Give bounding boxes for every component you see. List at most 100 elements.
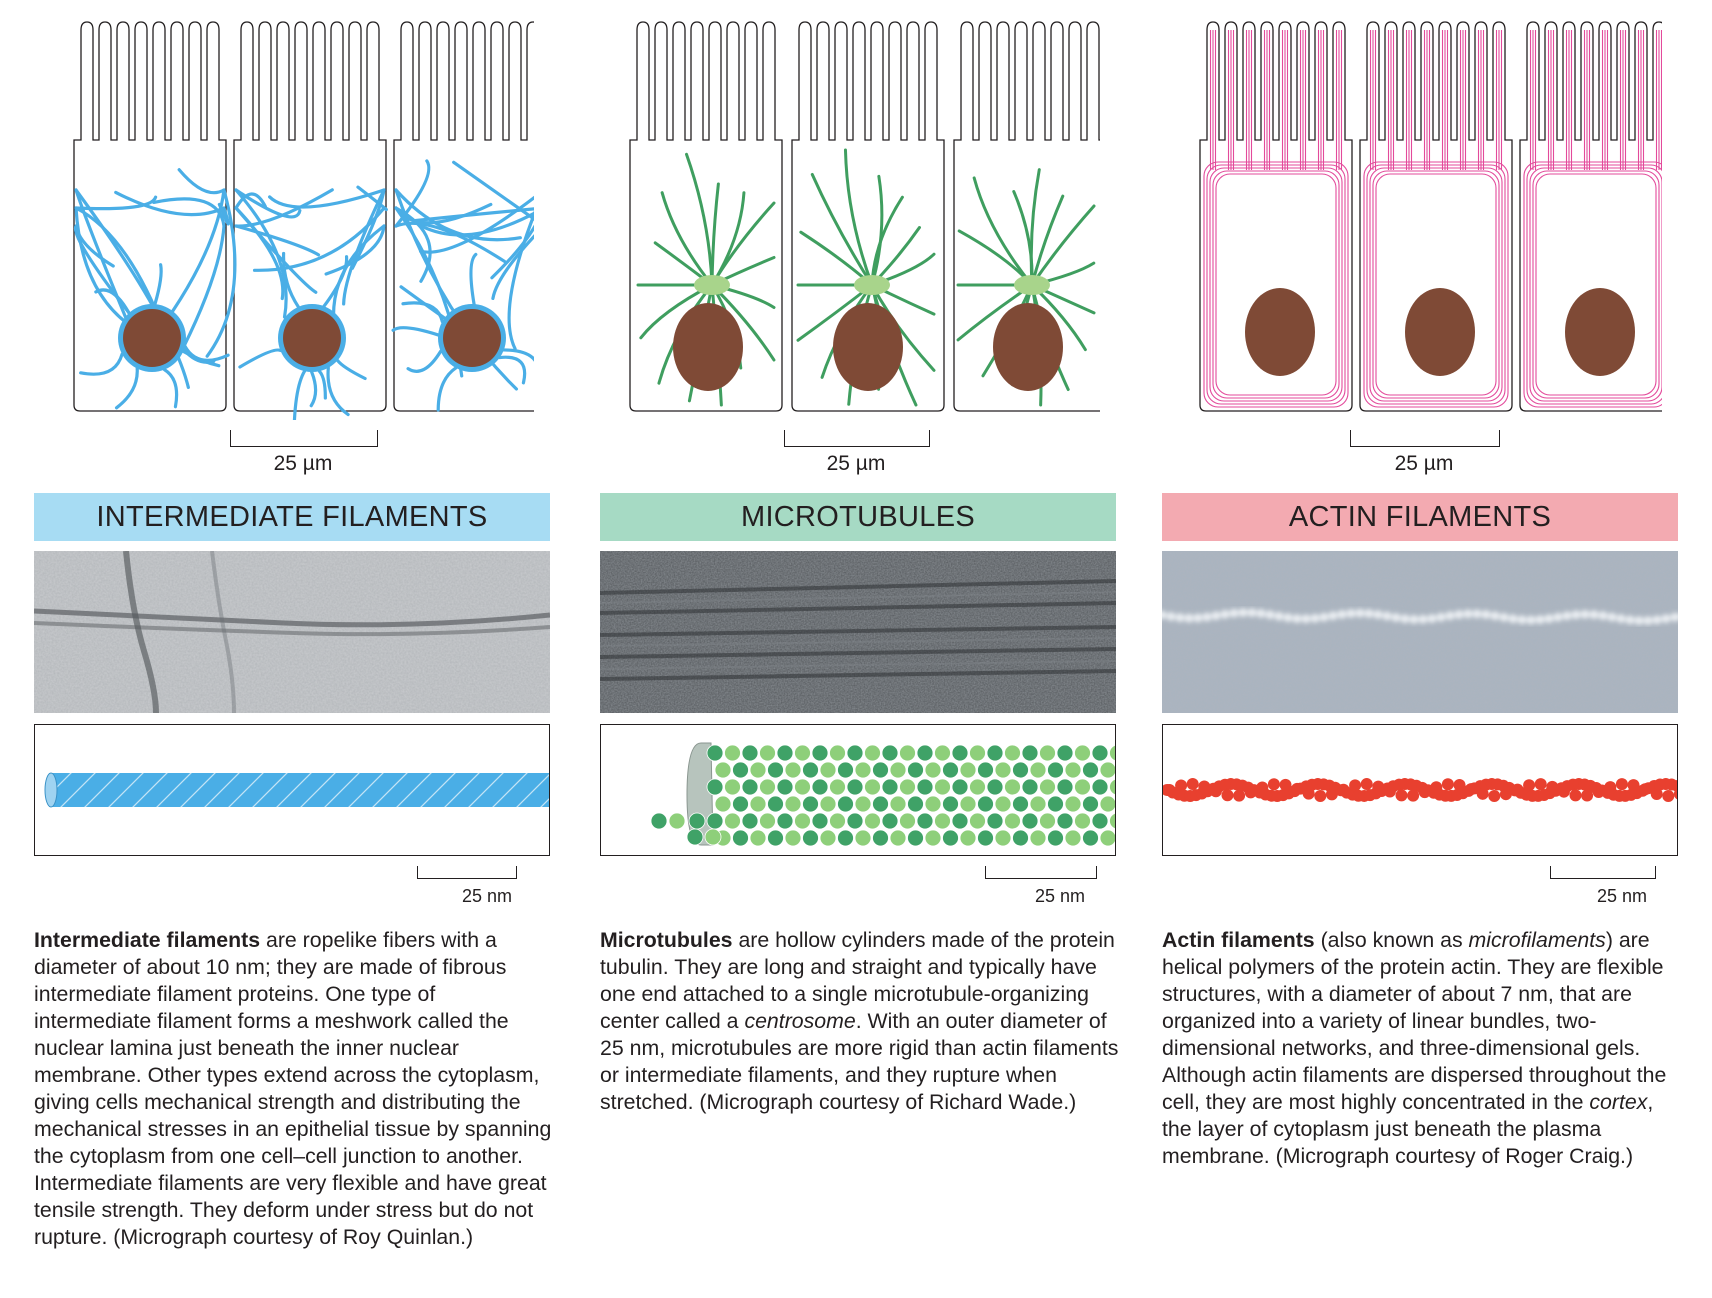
tubulin-subunit [794, 778, 811, 796]
intermediate-filament [491, 234, 534, 301]
tubulin-subunit [819, 761, 837, 779]
actin-micrograph-strand [1400, 614, 1410, 624]
actin-micrograph-strand [1283, 613, 1293, 623]
tubulin-subunit [706, 778, 724, 796]
actin-micrograph-strand [1670, 612, 1678, 622]
actin-bundle [1526, 164, 1662, 405]
microtubule [1030, 204, 1096, 287]
actin-subunit [1221, 789, 1234, 802]
actin-micrograph-strand [1643, 616, 1653, 626]
tubulin-subunit [854, 795, 872, 813]
intermediate-micrograph [34, 551, 550, 713]
actin-micrograph-strand [1490, 611, 1500, 621]
actin-subunit [1175, 779, 1188, 792]
tubulin-subunit [1012, 829, 1029, 847]
tubulin-subunit [994, 829, 1012, 847]
tubulin-subunit [749, 761, 767, 779]
tubulin-subunit [1074, 778, 1091, 796]
intermediate-filament [317, 369, 327, 400]
actin-micrograph-strand [1247, 608, 1257, 618]
tubulin-subunit [1039, 778, 1056, 796]
intermediate-filament [234, 188, 288, 319]
actin-desc-c: , the layer of cytoplasm just beneath th… [1162, 1090, 1654, 1168]
actin-subunit [1662, 789, 1675, 802]
intermediate-title: INTERMEDIATE FILAMENTS [96, 500, 488, 533]
microtubule [710, 182, 720, 287]
microtubule [1029, 168, 1041, 287]
actin-micrograph-strand [1463, 609, 1473, 619]
intermediate-filament [182, 348, 216, 364]
tubulin-subunit [759, 778, 776, 796]
actin-description: Actin filaments (also known as microfila… [1162, 927, 1682, 1170]
tubulin-subunit [1064, 829, 1082, 847]
actin-desc-italic-1: microfilaments [1468, 928, 1606, 952]
actin-micrograph-strand [1382, 611, 1392, 621]
tubulin-subunit [994, 795, 1012, 813]
cell-outline [1359, 21, 1513, 412]
microtubules-description: Microtubules are hollow cylinders made o… [600, 927, 1120, 1116]
tubulin-subunit [794, 744, 811, 762]
actin-micrograph-strand [1409, 614, 1419, 624]
intermediate-filament [469, 252, 478, 306]
tubulin-subunit [837, 795, 854, 813]
actin-micrograph-strand [1427, 613, 1437, 623]
tubulin-subunit [1047, 829, 1064, 847]
filament-scale-bar [1550, 866, 1656, 879]
tubulin-subunit [924, 761, 942, 779]
microtubule [685, 152, 714, 287]
actin-subunit [1671, 779, 1677, 792]
actin-micrograph-strand [1499, 612, 1509, 622]
tubulin-subunit [951, 778, 969, 796]
tubulin-subunit [951, 812, 969, 830]
tubulin-subunit [846, 744, 864, 762]
intermediate-filament [322, 255, 349, 308]
actin-micrograph-strand [1616, 614, 1626, 624]
actin-micrograph [1162, 551, 1678, 713]
tubulin-subunit [994, 761, 1012, 779]
cell-scale-bar [784, 430, 930, 447]
actin-bundle [1366, 164, 1506, 405]
actin-micrograph-strand [1274, 611, 1284, 621]
tubulin-subunit [1039, 812, 1056, 830]
actin-bundle [1212, 170, 1340, 399]
nucleus [833, 303, 903, 391]
microtubules-panel: 25 µm MICROTUBULES [600, 0, 1120, 1298]
intermediate-filament [234, 188, 334, 228]
intermediate-filament-model [34, 724, 550, 856]
microtubule [843, 148, 874, 287]
intermediate-filament [162, 368, 179, 409]
actin-micrograph-strand [1202, 612, 1212, 622]
tubulin-subunit [1004, 778, 1021, 796]
intermediate-filament [436, 366, 458, 412]
tubulin-subunit [942, 761, 959, 779]
actin-micrograph-strand [1328, 611, 1338, 621]
actin-micrograph-strand [1625, 615, 1635, 625]
tubulin-subunit [1012, 795, 1029, 813]
tubulin-subunit [829, 812, 846, 830]
actin-bundle [1206, 164, 1346, 405]
tubulin-subunit [714, 795, 732, 813]
actin-micrograph-strand [1436, 612, 1446, 622]
actin-micrograph-strand [1454, 610, 1464, 620]
microtubule-micrograph [600, 551, 1116, 713]
intermediate-filament [152, 197, 226, 228]
tubulin-subunit [1109, 812, 1115, 830]
actin-bundle [1203, 161, 1349, 408]
actin-micrograph-strand [1445, 611, 1455, 621]
actin-subunit [1360, 778, 1373, 791]
microtubule [972, 176, 1034, 287]
tubulin-subunit [1099, 761, 1115, 779]
tubulin-subunit [767, 795, 784, 813]
intermediate-filament [502, 348, 534, 362]
tubulin-subunit [706, 744, 724, 762]
intermediate-filament [406, 349, 443, 373]
filament-scale-bar [985, 866, 1097, 879]
actin-micrograph-strand [1535, 615, 1545, 625]
tubulin-subunit [916, 812, 934, 830]
centrosome [694, 275, 730, 295]
intermediate-filament [153, 263, 163, 306]
tubulin-subunit [986, 812, 1004, 830]
intermediate-filament [205, 188, 237, 358]
intermediate-filament [268, 188, 386, 209]
microtubules-desc-italic: centrosome [744, 1009, 856, 1033]
